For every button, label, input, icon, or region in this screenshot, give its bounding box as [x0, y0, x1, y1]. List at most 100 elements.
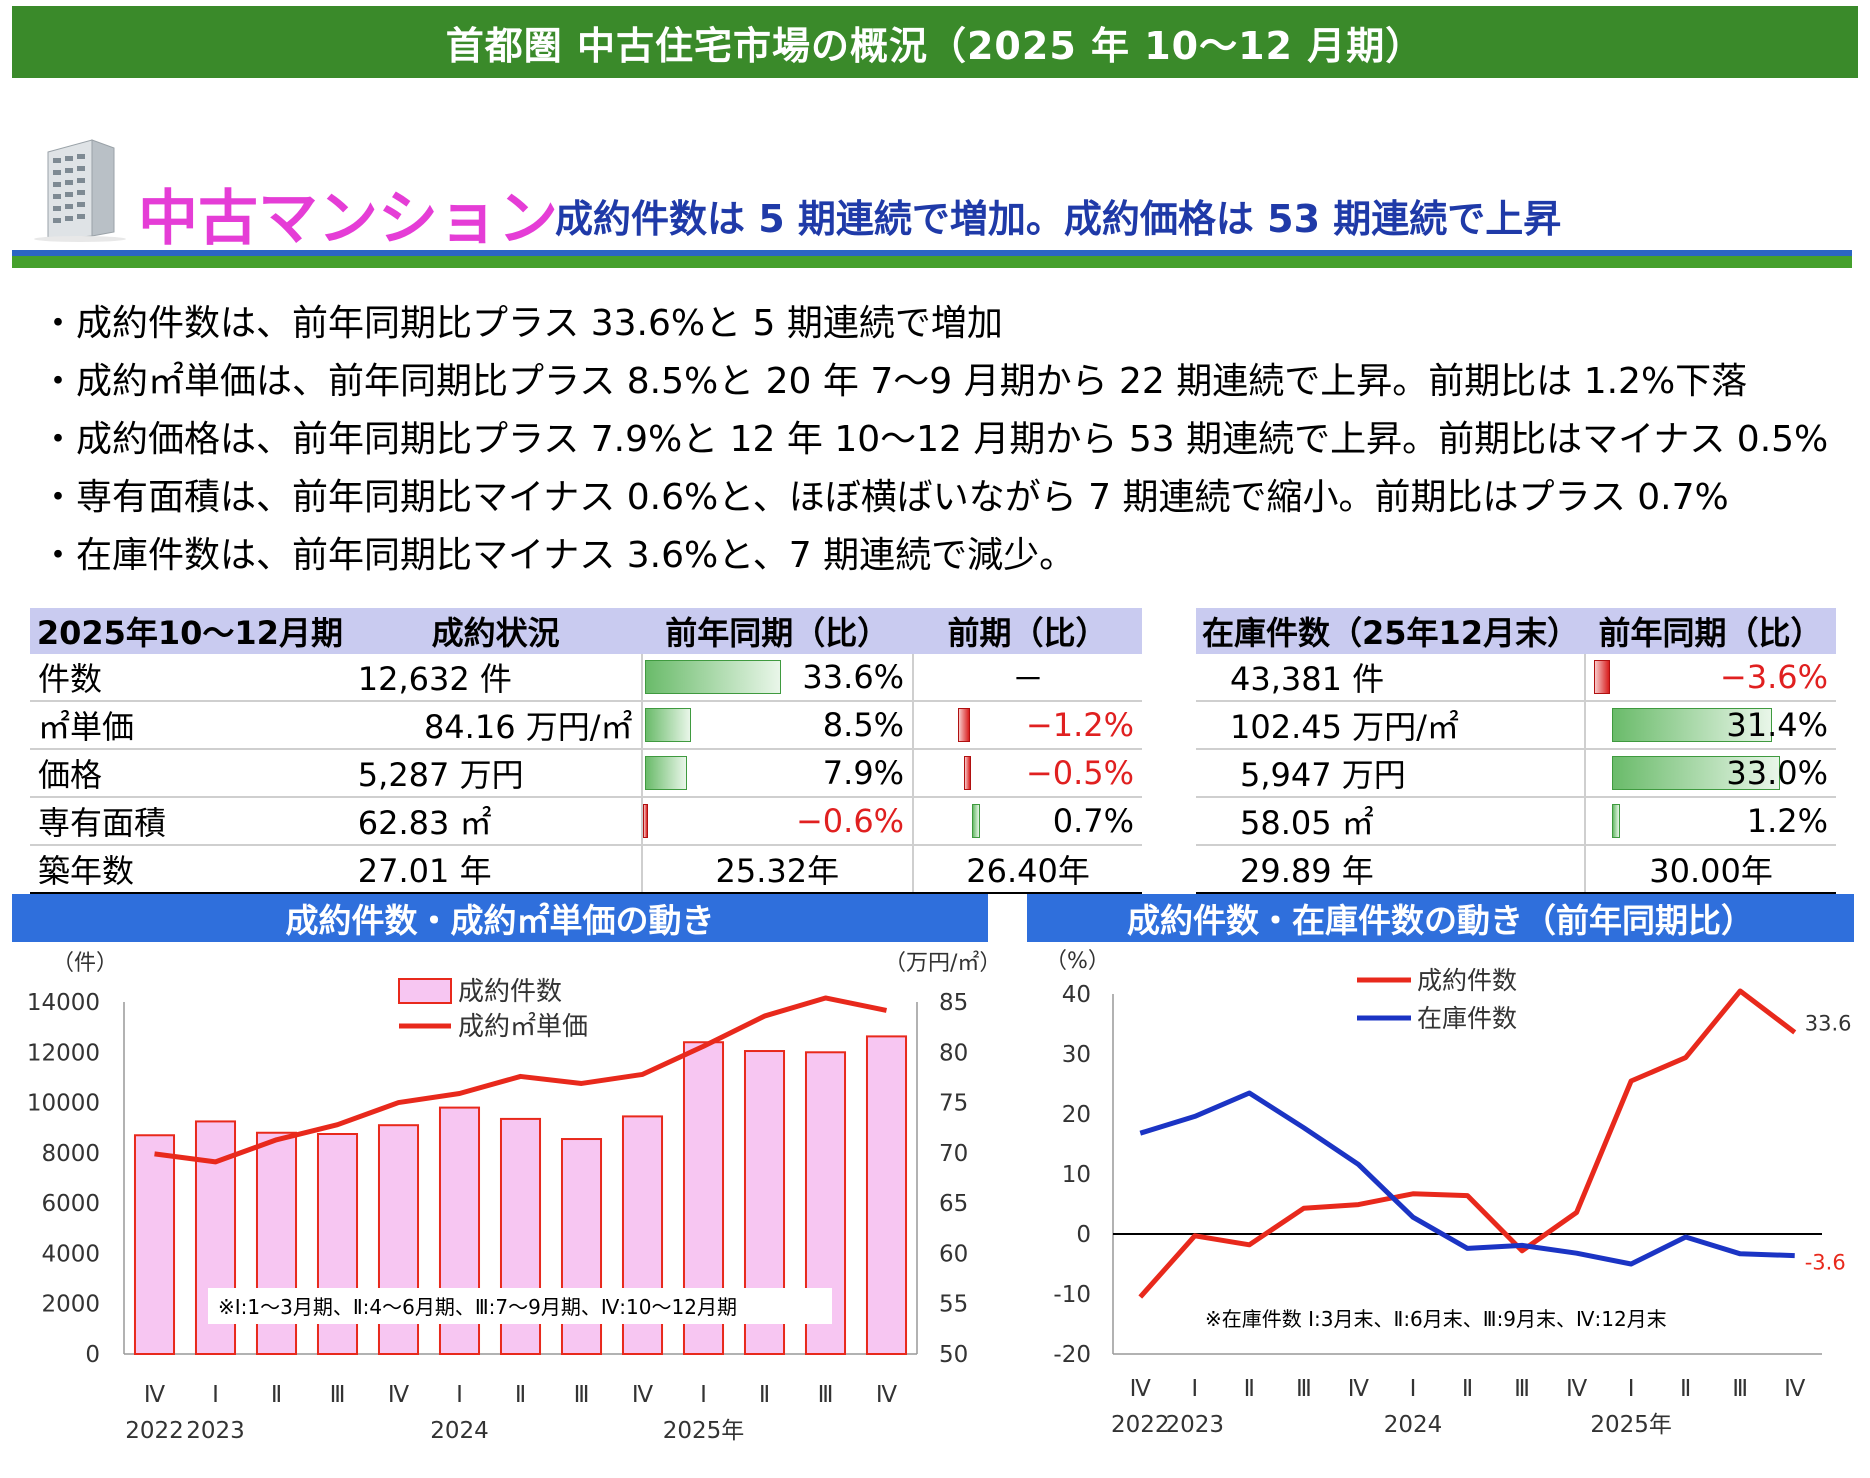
y-tick-label: 75 [939, 1091, 968, 1117]
row-label: 価格 [30, 749, 350, 798]
row-value: 29.89 年 [1196, 845, 1586, 894]
table-row: ㎡単価 84.16 万円/㎡ 8.5% −1.2% [30, 701, 1142, 750]
row-label: 件数 [30, 654, 350, 702]
yoy-cell: −3.6% [1584, 654, 1836, 702]
yoy-value: 30.00年 [1584, 845, 1836, 894]
x-tick-label: Ⅳ [388, 1382, 410, 1408]
yoy-cell: 33.0% [1584, 749, 1836, 798]
year-label: 2023 [1166, 1412, 1225, 1438]
yoy-cell: 7.9% [640, 749, 914, 798]
yoy-value: 31.4% [1726, 706, 1828, 744]
y-tick-label: 85 [939, 990, 968, 1016]
table-header: 前年同期（比） [1585, 608, 1836, 654]
table-header: 2025年10～12月期 [30, 608, 350, 654]
y-tick-label: 0 [85, 1342, 100, 1368]
chart1-title: 成約件数・成約㎡単価の動き [12, 894, 988, 942]
y-tick-label: 60 [939, 1241, 968, 1267]
yoy-cell: 33.6% [640, 654, 914, 702]
row-value: 58.05 ㎡ [1196, 797, 1586, 846]
table-row: 5,947 万円 33.0% [1196, 749, 1836, 798]
year-label: 2024 [1384, 1412, 1443, 1438]
yoy-value: 33.0% [1726, 754, 1828, 792]
yoy-cell: 8.5% [640, 701, 914, 750]
legend-label: 成約件数 [458, 977, 562, 1007]
x-tick-label: Ⅰ [1191, 1376, 1198, 1402]
row-value: 102.45 万円/㎡ [1196, 701, 1586, 750]
x-tick-label: Ⅱ [759, 1382, 770, 1408]
y-tick-label: 12000 [27, 1040, 100, 1066]
y-tick-label: 2000 [41, 1292, 100, 1318]
x-tick-label: Ⅳ [144, 1382, 166, 1408]
x-tick-label: Ⅱ [271, 1382, 282, 1408]
data-bar [1612, 708, 1773, 742]
y-unit-label: （件） [52, 951, 118, 976]
qoq-value: － [912, 654, 1142, 702]
chart2-title: 成約件数・在庫件数の動き（前年同期比） [1027, 894, 1854, 942]
y-tick-label: 50 [939, 1342, 968, 1368]
qoq-cell: −1.2% [912, 701, 1142, 750]
yoy-cell: 31.4% [1584, 701, 1836, 750]
contract-table: 2025年10～12月期 成約状況 前年同期（比） 前期（比） 件数 12,63… [30, 608, 1142, 894]
y-tick-label: 10000 [27, 1091, 100, 1117]
bullet-item: ・成約件数は、前年同期比プラス 33.6%と 5 期連続で増加 [40, 303, 1003, 344]
y-tick-label: 55 [939, 1292, 968, 1318]
yoy-value: 1.2% [1746, 802, 1828, 840]
page-header: 首都圏 中古住宅市場の概況（2025 年 10～12 月期） [12, 6, 1858, 78]
row-label: ㎡単価 [30, 701, 350, 750]
yoy-cell: −0.6% [640, 797, 914, 846]
legend-label: 成約件数 [1417, 966, 1517, 995]
table-row: 29.89 年 30.00年 [1196, 845, 1836, 894]
chart-note: ※在庫件数 Ⅰ:3月末、Ⅱ:6月末、Ⅲ:9月末、Ⅳ:12月末 [1205, 1307, 1667, 1331]
chart-note: ※Ⅰ:1～3月期、Ⅱ:4～6月期、Ⅲ:7～9月期、Ⅳ:10～12月期 [218, 1295, 737, 1319]
bullet-item: ・在庫件数は、前年同期比マイナス 3.6%と、7 期連続で減少。 [40, 535, 1076, 576]
y-tick-label: -20 [1053, 1342, 1091, 1368]
y-tick-label: 20 [1062, 1102, 1091, 1128]
year-label: 2022 [125, 1418, 184, 1444]
qoq-value: −0.5% [1025, 754, 1134, 792]
table-header: 前期（比） [913, 608, 1142, 654]
chart1: （件） （万円/㎡） 0 2000 4000 6000 8000 10000 12000 1400… [27, 950, 1002, 1444]
table-row: 58.05 ㎡ 1.2% [1196, 797, 1836, 846]
x-tick-label: Ⅳ [632, 1382, 654, 1408]
y-unit-label: （%） [1045, 949, 1110, 974]
yoy-value: −3.6% [1719, 658, 1828, 696]
end-label: -3.6 [1805, 1251, 1846, 1275]
x-tick-label: Ⅲ [1732, 1376, 1748, 1402]
end-label: 33.6 [1805, 1011, 1852, 1035]
data-bar [1612, 804, 1621, 838]
x-tick-label: Ⅱ [1680, 1376, 1691, 1402]
x-tick-label: Ⅲ [1296, 1376, 1312, 1402]
bar [865, 1035, 908, 1356]
divider [12, 256, 1852, 268]
x-tick-label: Ⅳ [1348, 1376, 1370, 1402]
data-bar [964, 756, 972, 790]
table-row: 件数 12,632 件 33.6% － [30, 654, 1142, 702]
x-tick-label: Ⅱ [515, 1382, 526, 1408]
y-tick-label: 6000 [41, 1191, 100, 1217]
table-header-row: 2025年10～12月期 成約状況 前年同期（比） 前期（比） [30, 608, 1142, 654]
building-icon [34, 139, 126, 242]
data-bar [644, 756, 687, 790]
table-row: 専有面積 62.83 ㎡ −0.6% 0.7% [30, 797, 1142, 846]
table-row: 102.45 万円/㎡ 31.4% [1196, 701, 1836, 750]
table-header: 在庫件数（25年12月末） [1196, 608, 1586, 654]
row-value: 84.16 万円/㎡ [349, 701, 642, 750]
bullet-item: ・成約㎡単価は、前年同期比プラス 8.5%と 20 年 7～9 月期から 22 … [40, 361, 1748, 402]
y-tick-label: 4000 [41, 1241, 100, 1267]
y-tick-label: 0 [1076, 1222, 1091, 1248]
row-value: 27.01 年 [349, 845, 642, 894]
year-label: 2024 [430, 1418, 489, 1444]
data-bar [644, 660, 781, 694]
data-bar [1594, 660, 1611, 694]
data-bar [644, 708, 691, 742]
yoy-value: 25.32年 [640, 845, 914, 894]
series-line [1138, 988, 1797, 1299]
x-tick-label: Ⅰ [456, 1382, 463, 1408]
x-tick-label: Ⅰ [1628, 1376, 1635, 1402]
yoy-value: 33.6% [802, 658, 905, 696]
yoy-value: 7.9% [822, 754, 905, 792]
qoq-value: 0.7% [1052, 802, 1134, 840]
row-value: 62.83 ㎡ [349, 797, 642, 846]
x-tick-label: Ⅱ [1462, 1376, 1473, 1402]
